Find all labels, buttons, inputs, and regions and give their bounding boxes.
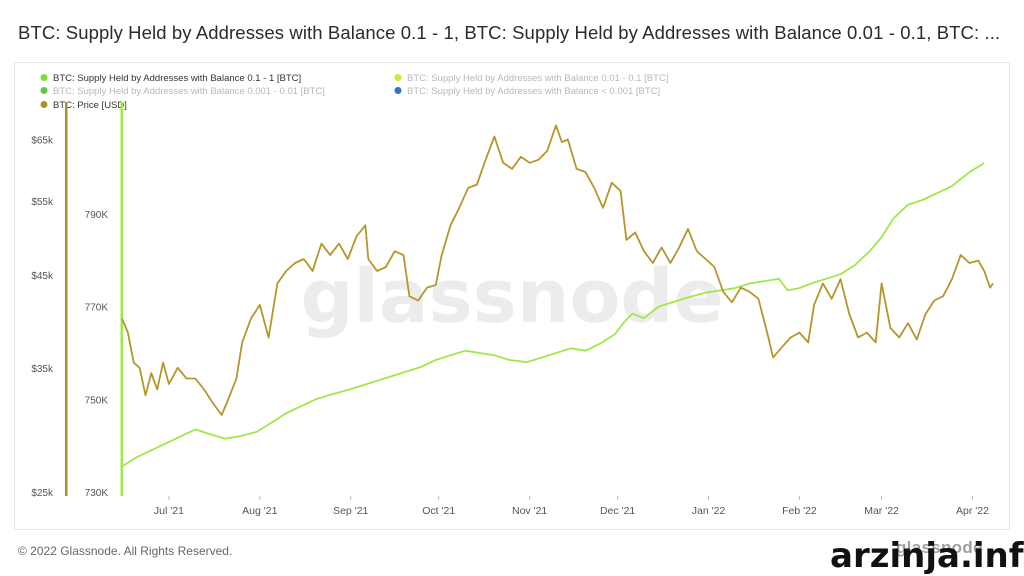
supply-series-line (121, 162, 985, 468)
supply-axis-bar (120, 102, 123, 496)
x-axis-tick-label: Sep '21 (333, 505, 368, 517)
legend-marker (394, 74, 402, 81)
chart-canvas: glassnode BTC: Supply Held by Addresses … (31, 73, 994, 517)
x-axis-tick-label: Aug '21 (242, 505, 277, 517)
glassnode-logo-text: glassnode (896, 538, 983, 557)
supply-axis-tick-label: 770K (85, 303, 109, 314)
supply-axis-tick-label: 790K (85, 210, 109, 221)
x-axis-tick-label: Jul '21 (154, 505, 184, 517)
background-watermark: glassnode (300, 254, 723, 340)
price-axis-tick-label: $25k (31, 488, 54, 499)
legend-item-label: BTC: Supply Held by Addresses with Balan… (53, 73, 301, 84)
legend-item-label: BTC: Supply Held by Addresses with Balan… (407, 86, 660, 97)
x-axis-tick-label: Oct '21 (422, 505, 455, 517)
price-axis-tick-label: $55k (31, 197, 54, 208)
x-axis-tick-label: Apr '22 (956, 505, 989, 517)
supply-axis-tick-label: 750K (85, 395, 109, 406)
x-axis-tick-label: Mar '22 (864, 505, 899, 517)
price-axis-tick-label: $45k (31, 271, 54, 282)
legend-marker (40, 74, 48, 81)
price-axis-bar (65, 102, 68, 496)
supply-axis-tick-label: 730K (85, 488, 109, 499)
legend-marker (40, 87, 48, 94)
chart-title: BTC: Supply Held by Addresses with Balan… (18, 22, 1001, 43)
chart-card (14, 62, 1010, 530)
legend-item-label: BTC: Supply Held by Addresses with Balan… (53, 86, 325, 97)
x-axis-tick-label: Dec '21 (600, 505, 635, 517)
site-watermark: arzinja.info (830, 536, 1024, 576)
price-series-line (121, 124, 994, 416)
x-axis-tick-label: Nov '21 (512, 505, 547, 517)
price-axis-tick-label: $35k (31, 364, 54, 375)
legend-item-label: BTC: Price [USD] (53, 100, 127, 111)
x-axis-tick-label: Jan '22 (692, 505, 726, 517)
price-axis-tick-label: $65k (31, 135, 54, 146)
legend-marker (40, 101, 48, 108)
legend-item-label: BTC: Supply Held by Addresses with Balan… (407, 73, 668, 84)
copyright-footer: © 2022 Glassnode. All Rights Reserved. (18, 544, 233, 558)
x-axis-tick-label: Feb '22 (782, 505, 817, 517)
legend-marker (394, 87, 402, 94)
